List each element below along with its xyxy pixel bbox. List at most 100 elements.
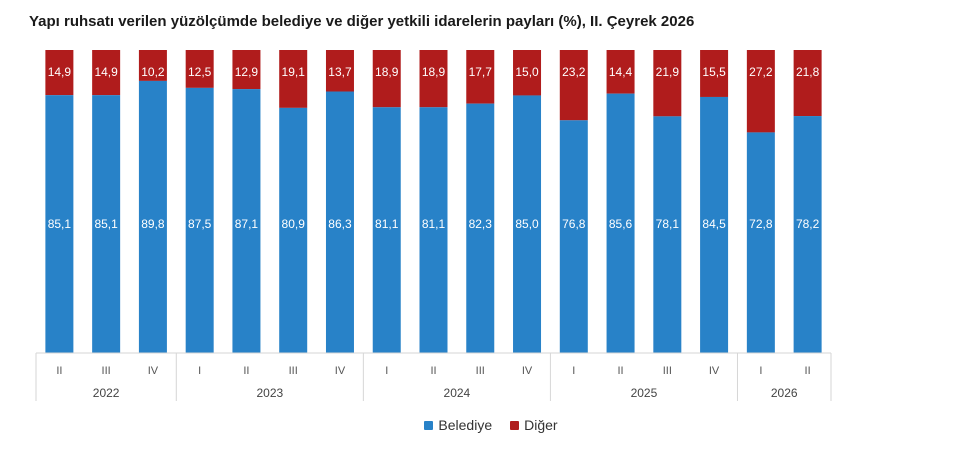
data-label-belediye: 85,1 xyxy=(94,217,118,231)
x-tick-label: I xyxy=(572,365,575,377)
data-label-diger: 10,2 xyxy=(141,65,165,79)
data-label-belediye: 72,8 xyxy=(749,217,773,231)
data-label-belediye: 82,3 xyxy=(469,217,493,231)
legend-swatch-diger xyxy=(510,420,520,430)
data-label-diger: 14,9 xyxy=(48,65,72,79)
bar-belediye xyxy=(746,132,775,353)
data-label-belediye: 81,1 xyxy=(375,217,399,231)
bar-diger xyxy=(138,50,167,81)
data-label-diger: 14,9 xyxy=(94,65,118,79)
bar-belediye xyxy=(700,96,729,353)
bar-belediye xyxy=(419,107,448,353)
x-tick-label: III xyxy=(102,365,111,377)
data-label-diger: 21,8 xyxy=(796,65,820,79)
bar-diger xyxy=(700,50,729,97)
bar-belediye xyxy=(138,80,167,353)
legend-item-belediye: Belediye xyxy=(424,417,492,433)
data-label-diger: 18,9 xyxy=(422,65,446,79)
data-label-diger: 27,2 xyxy=(749,65,773,79)
data-label-belediye: 84,5 xyxy=(702,217,726,231)
bar-diger xyxy=(325,50,354,92)
x-tick-label: II xyxy=(430,365,436,377)
bar-diger xyxy=(372,50,401,108)
bars-layer: 14,9 85,1 14,9 85,1 10,2 89,8 12,5 87,5 12,9 87,1… xyxy=(45,50,822,354)
legend-label-diger: Diğer xyxy=(524,417,558,433)
data-label-diger: 12,9 xyxy=(235,65,259,79)
x-group-label: 2022 xyxy=(93,386,120,400)
data-label-belediye: 81,1 xyxy=(422,217,446,231)
data-label-diger: 15,0 xyxy=(515,65,539,79)
legend-item-diger: Diğer xyxy=(510,417,558,433)
data-label-diger: 15,5 xyxy=(702,65,726,79)
bar-diger xyxy=(559,50,588,121)
bar-belediye xyxy=(372,107,401,353)
bar-diger xyxy=(45,50,74,96)
x-group-label: 2023 xyxy=(256,386,283,400)
bar-belediye xyxy=(185,87,214,353)
bar-belediye xyxy=(279,107,308,353)
bar-diger xyxy=(653,50,682,117)
x-tick-label: IV xyxy=(709,365,720,377)
bar-belediye xyxy=(513,95,542,353)
data-label-diger: 23,2 xyxy=(562,65,586,79)
data-label-belediye: 78,1 xyxy=(656,217,680,231)
bar-diger xyxy=(232,50,261,90)
x-tick-label: III xyxy=(476,365,485,377)
bar-diger xyxy=(279,50,308,108)
bar-belediye xyxy=(325,91,354,354)
bar-diger xyxy=(185,50,214,88)
data-label-belediye: 87,1 xyxy=(235,217,259,231)
x-group-label: 2025 xyxy=(631,386,658,400)
data-label-diger: 18,9 xyxy=(375,65,399,79)
data-label-belediye: 86,3 xyxy=(328,217,352,231)
legend-label-belediye: Belediye xyxy=(438,417,493,433)
data-label-belediye: 80,9 xyxy=(282,217,306,231)
data-label-belediye: 78,2 xyxy=(796,217,820,231)
x-tick-label: II xyxy=(56,365,62,377)
x-tick-label: III xyxy=(663,365,672,377)
bar-diger xyxy=(606,50,635,94)
x-tick-label: I xyxy=(759,365,762,377)
chart-title: Yapı ruhsatı verilen yüzölçümde belediye… xyxy=(29,13,695,30)
x-group-label: 2026 xyxy=(771,386,798,400)
bar-diger xyxy=(466,50,495,104)
legend-swatch-belediye xyxy=(424,420,434,430)
legend: Belediye Diğer xyxy=(0,417,966,433)
x-tick-label: IV xyxy=(335,365,346,377)
data-label-diger: 19,1 xyxy=(282,65,306,79)
x-tick-label: I xyxy=(198,365,201,377)
data-label-diger: 12,5 xyxy=(188,65,212,79)
x-tick-label: III xyxy=(289,365,298,377)
data-label-belediye: 76,8 xyxy=(562,217,586,231)
data-label-diger: 21,9 xyxy=(656,65,680,79)
x-tick-label: IV xyxy=(522,365,533,377)
bar-belediye xyxy=(92,95,121,353)
bar-belediye xyxy=(466,103,495,353)
bar-diger xyxy=(793,50,822,117)
data-label-belediye: 89,8 xyxy=(141,217,165,231)
x-tick-label: I xyxy=(385,365,388,377)
data-label-belediye: 87,5 xyxy=(188,217,212,231)
bar-belediye xyxy=(45,95,74,353)
x-tick-label: II xyxy=(243,365,249,377)
x-tick-label: II xyxy=(617,365,623,377)
bar-belediye xyxy=(793,116,822,353)
bar-diger xyxy=(419,50,448,108)
data-label-diger: 13,7 xyxy=(328,65,352,79)
bar-belediye xyxy=(559,120,588,354)
data-label-belediye: 85,0 xyxy=(515,217,539,231)
bar-diger xyxy=(746,50,775,133)
x-group-label: 2024 xyxy=(444,386,471,400)
data-label-belediye: 85,1 xyxy=(48,217,72,231)
bar-belediye xyxy=(232,89,261,353)
bar-diger xyxy=(513,50,542,96)
bar-belediye xyxy=(606,93,635,353)
x-tick-label: II xyxy=(805,365,811,377)
data-label-diger: 14,4 xyxy=(609,65,633,79)
data-label-diger: 17,7 xyxy=(469,65,493,79)
x-tick-label: IV xyxy=(148,365,159,377)
data-label-belediye: 85,6 xyxy=(609,217,633,231)
bar-diger xyxy=(92,50,121,96)
